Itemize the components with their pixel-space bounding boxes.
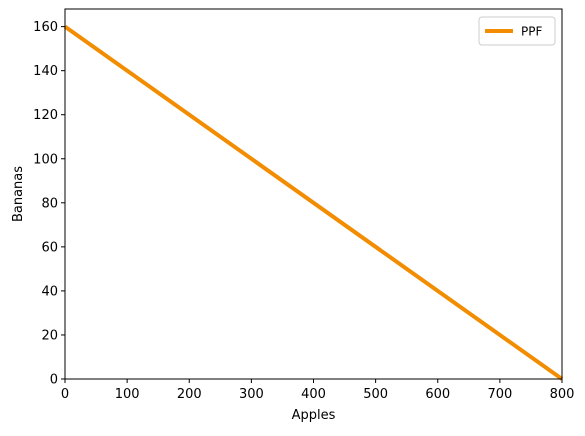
plot-area: [65, 9, 562, 379]
x-tick-label: 200: [177, 387, 202, 402]
y-tick-label: 40: [41, 284, 58, 299]
x-axis: 0 100 200 300 400 500 600 700 800: [61, 379, 575, 402]
legend: PPF: [478, 16, 556, 46]
y-tick-label: 160: [33, 20, 58, 35]
x-tick-label: 800: [550, 387, 575, 402]
x-axis-label: Apples: [292, 408, 336, 423]
series-line-ppf: [63, 24, 564, 381]
x-tick-label: 600: [425, 387, 450, 402]
x-tick-label: 500: [363, 387, 388, 402]
x-tick-label: 400: [301, 387, 326, 402]
x-tick-label: 300: [239, 387, 264, 402]
y-tick-label: 120: [33, 108, 58, 123]
y-tick-label: 0: [50, 373, 58, 388]
x-tick-label: 700: [487, 387, 512, 402]
legend-label: PPF: [521, 25, 542, 39]
y-tick-label: 80: [41, 196, 58, 211]
y-axis-label: Bananas: [11, 166, 26, 222]
y-tick-label: 60: [41, 240, 58, 255]
series-layer: [63, 24, 564, 381]
y-axis: 0 20 40 60 80 100 120 140 160: [33, 20, 65, 388]
y-tick-label: 20: [41, 328, 58, 343]
y-tick-label: 100: [33, 152, 58, 167]
x-tick-label: 0: [61, 387, 69, 402]
x-tick-label: 100: [115, 387, 140, 402]
y-tick-label: 140: [33, 64, 58, 79]
legend-box: [478, 16, 556, 46]
